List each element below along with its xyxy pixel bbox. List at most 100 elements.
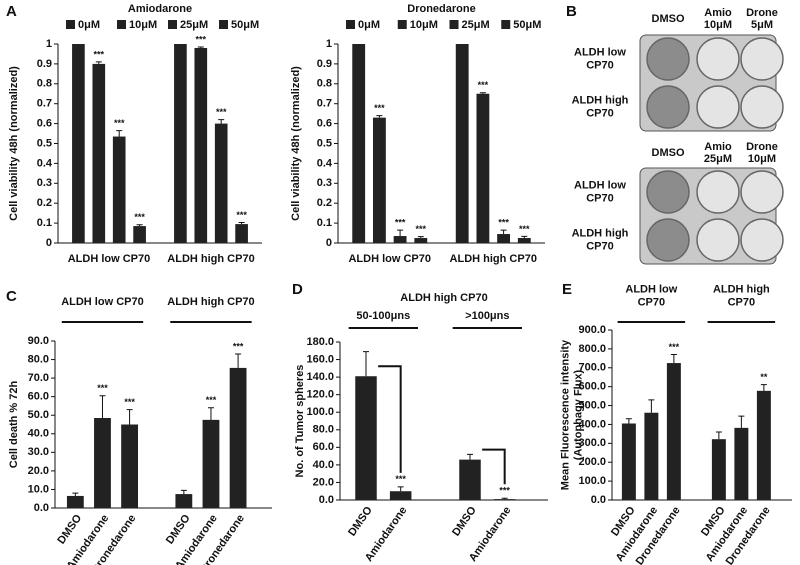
error-bar (625, 418, 632, 424)
y-tick-label: 0 (326, 237, 332, 249)
bar (476, 93, 490, 243)
bar (644, 412, 659, 500)
bar (517, 238, 531, 243)
significance: *** (374, 103, 385, 113)
significance: ** (760, 372, 768, 382)
significance: *** (669, 342, 680, 352)
column-label: 10μM (748, 153, 776, 165)
bracket (378, 365, 402, 473)
well (740, 85, 784, 129)
y-axis-label: Cell viability 48h (normalized) (290, 66, 302, 221)
bar (756, 390, 771, 500)
error-bar (126, 409, 133, 425)
y-tick-label: 0.4 (317, 157, 333, 169)
significance: *** (134, 212, 145, 222)
y-tick-label: 100.0 (306, 406, 334, 418)
row-label: ALDH low (574, 179, 626, 191)
y-tick-label: 40.0 (313, 459, 334, 471)
significance: *** (478, 80, 489, 90)
row-label: CP70 (586, 107, 614, 119)
legend-swatch (501, 20, 511, 29)
group-label: ALDH low (625, 283, 677, 295)
y-tick-label: 0.9 (317, 58, 332, 70)
column-label: Drone (746, 7, 778, 19)
bar (493, 499, 516, 500)
group-label: CP70 (728, 296, 756, 308)
bracket (482, 448, 506, 485)
row-label: CP70 (586, 240, 614, 252)
panel-letter: E (562, 281, 572, 298)
y-tick-label: 0.0 (591, 494, 606, 506)
bar (497, 234, 511, 243)
chart-title: ALDH high CP70 (400, 292, 487, 304)
y-tick-label: 0.1 (37, 217, 52, 229)
error-bar (218, 119, 225, 124)
bar (92, 63, 106, 244)
y-tick-label: 80.0 (28, 353, 49, 365)
row-label: CP70 (586, 192, 614, 204)
y-tick-label: 0.7 (317, 98, 332, 110)
well (646, 85, 690, 129)
y-tick-label: 50.0 (28, 409, 49, 421)
error-bar (363, 351, 369, 377)
significance: *** (395, 217, 406, 227)
group-label: 50-100μns (356, 310, 410, 322)
row-label: ALDH high (572, 94, 629, 106)
y-tick-label: 700.0 (578, 362, 606, 374)
bar (389, 491, 412, 500)
legend-swatch (449, 20, 459, 29)
legend-swatch (397, 20, 407, 29)
bar (112, 136, 126, 243)
bar (393, 236, 407, 243)
well (740, 218, 784, 262)
error-bar (180, 489, 187, 495)
error-bar (521, 235, 528, 239)
error-bar (715, 431, 722, 440)
y-tick-label: 200.0 (578, 456, 606, 468)
y-tick-label: 400.0 (578, 418, 606, 430)
panel-letter: D (292, 281, 303, 298)
legend-label: 10μM (410, 19, 438, 31)
y-tick-label: 500.0 (578, 399, 606, 411)
bar (666, 363, 681, 500)
error-bar (235, 353, 242, 368)
error-bar (197, 46, 204, 48)
bar (352, 44, 366, 243)
y-axis-label: Cell viability 48h (normalized) (8, 66, 20, 221)
y-tick-label: 0.2 (37, 197, 52, 209)
y-tick-label: 60.0 (313, 441, 334, 453)
y-tick-label: 0.2 (317, 197, 332, 209)
y-axis-label: Mean Fluorescence intensity (559, 339, 571, 490)
group-label: ALDH high (713, 283, 770, 295)
x-tick-label: DMSO (55, 512, 84, 546)
significance: *** (236, 210, 247, 220)
y-tick-label: 800.0 (578, 343, 606, 355)
error-bar (670, 354, 677, 364)
group-label: >100μns (465, 310, 509, 322)
y-tick-label: 0.0 (319, 494, 334, 506)
y-tick-label: 0.0 (34, 502, 49, 514)
well (646, 218, 690, 262)
y-tick-label: 70.0 (28, 372, 49, 384)
well (696, 170, 740, 214)
bar (214, 123, 228, 243)
x-tick-label: DMSO (346, 504, 375, 538)
y-tick-label: 60.0 (28, 391, 49, 403)
y-tick-label: 40.0 (28, 428, 49, 440)
column-label: 25μM (704, 153, 732, 165)
chart-title: Amiodarone (128, 3, 192, 15)
chart-title: Dronedarone (407, 3, 475, 15)
y-axis-label: (Autophagy Flux) (572, 369, 584, 460)
bar (235, 224, 248, 243)
error-bar (397, 486, 404, 492)
panel-letter: A (6, 3, 17, 20)
significance: *** (233, 341, 244, 351)
bar (72, 44, 85, 243)
error-bar (95, 61, 102, 64)
bar (94, 418, 111, 508)
y-tick-label: 0.1 (317, 217, 332, 229)
well (696, 37, 740, 81)
row-label: ALDH low (574, 46, 626, 58)
y-tick-label: 20.0 (28, 465, 49, 477)
